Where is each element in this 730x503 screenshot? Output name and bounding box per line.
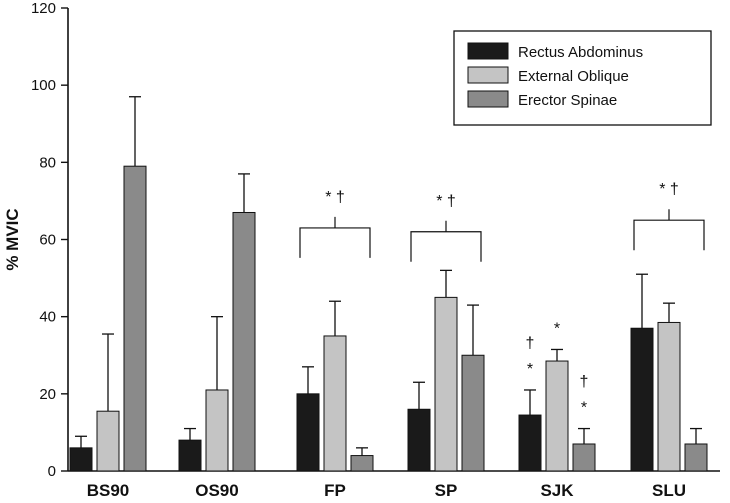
annotations: * † * † * † * † * * † (299, 181, 705, 417)
bar (545, 360, 569, 472)
y-axis-label: % MVIC (3, 208, 22, 270)
significance-bracket (410, 220, 482, 262)
legend-swatch (467, 90, 509, 108)
bar (96, 410, 120, 472)
y-tick-label: 100 (31, 77, 56, 94)
bar (518, 414, 542, 472)
bar (350, 455, 374, 472)
significance-label: * † (325, 189, 345, 206)
axes: 0 20 40 60 80 100 120 % MVIC BS90 OS90 FP SP SJK SLU (3, 0, 720, 500)
bar-significance-mark: * (554, 320, 560, 337)
x-tick-label: SLU (652, 481, 686, 500)
bar (232, 211, 256, 472)
significance-label: * † (659, 181, 679, 198)
bar (461, 354, 485, 472)
y-tick-label: 60 (39, 232, 56, 249)
legend: Rectus Abdominus External Oblique Erector … (453, 30, 712, 126)
bar (123, 165, 147, 472)
x-tick-label: SP (435, 481, 458, 500)
legend-swatch (467, 42, 509, 60)
x-tick-label: OS90 (195, 481, 238, 500)
bar (572, 443, 596, 472)
bar-significance-mark: * (581, 400, 587, 417)
x-tick-label: SJK (540, 481, 574, 500)
y-tick-label: 0 (48, 463, 56, 480)
bar (323, 335, 347, 472)
legend-label: Erector Spinae (518, 92, 617, 109)
bar (657, 321, 681, 472)
bar-significance-mark: * (527, 361, 533, 378)
significance-label: * † (436, 193, 456, 210)
y-tick-label: 40 (39, 309, 56, 326)
significance-bracket (299, 216, 371, 258)
y-tick-label: 20 (39, 386, 56, 403)
bar (684, 443, 708, 472)
bar (296, 393, 320, 472)
legend-swatch (467, 66, 509, 84)
y-tick-label: 80 (39, 154, 56, 171)
legend-label: Rectus Abdominus (518, 44, 643, 61)
bar (630, 327, 654, 472)
significance-bracket (633, 209, 705, 251)
x-tick-label: FP (324, 481, 346, 500)
bar (69, 447, 93, 472)
bar (178, 439, 202, 472)
bar-significance-mark: † (526, 335, 535, 352)
bar (205, 389, 229, 472)
bar (407, 408, 431, 472)
legend-label: External Oblique (518, 68, 629, 85)
x-tick-label: BS90 (87, 481, 130, 500)
bars (69, 96, 708, 472)
bar (434, 296, 458, 472)
y-tick-label: 120 (31, 0, 56, 17)
bar-significance-mark: † (580, 374, 589, 391)
